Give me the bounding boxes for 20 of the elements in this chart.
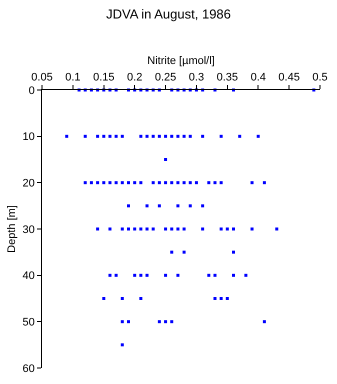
- y-tick-label: 20: [22, 178, 35, 190]
- y-tick-label: 10: [22, 131, 35, 144]
- x-tick-label: 0.05: [31, 72, 53, 84]
- y-tick-label: 50: [22, 316, 35, 329]
- chart-title: JDVA in August, 1986: [106, 6, 231, 22]
- y-tick-label: 0: [28, 84, 35, 97]
- x-tick-label: 0.2: [127, 72, 142, 84]
- x-tick-label: 0.1: [65, 72, 81, 84]
- x-axis-title: Nitrite [µmol/l]: [147, 55, 215, 68]
- x-tick-label: 0.25: [154, 72, 176, 84]
- x-tick-label: 0.45: [278, 72, 300, 84]
- x-tick-label: 0.3: [188, 72, 204, 84]
- x-tick-label: 0.5: [312, 72, 328, 84]
- y-tick-label: 40: [22, 270, 35, 282]
- y-tick-label: 30: [22, 224, 35, 236]
- x-tick-label: 0.15: [93, 72, 114, 84]
- x-tick-label: 0.35: [216, 72, 238, 84]
- y-tick-label: 60: [22, 362, 35, 375]
- y-axis-title: Depth [m]: [6, 205, 18, 253]
- x-tick-label: 0.4: [250, 72, 266, 84]
